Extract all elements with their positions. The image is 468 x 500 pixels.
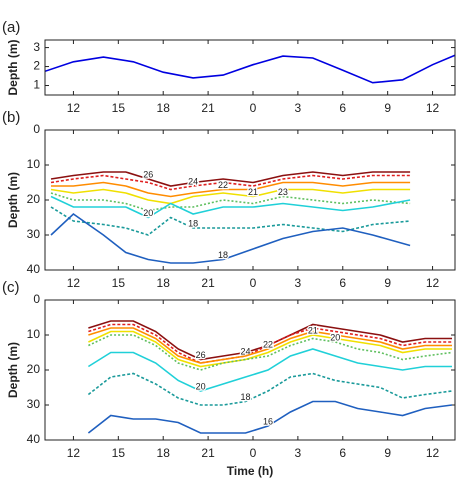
- x-tick-label: 0: [250, 446, 257, 460]
- y-tick-label: 30: [27, 227, 41, 241]
- plot-frame: [44, 39, 456, 96]
- contour-line: [87, 348, 452, 392]
- plot-frame: [44, 129, 456, 271]
- contour-label: 20: [330, 332, 340, 342]
- contour-line: [50, 206, 411, 236]
- y-tick-label: 0: [33, 292, 40, 306]
- x-tick-label: 12: [67, 101, 81, 115]
- contour-label: 21: [308, 325, 318, 335]
- contour-line: [88, 334, 453, 371]
- x-tick-label: 15: [112, 101, 126, 115]
- x-tick-label: 6: [339, 101, 346, 115]
- y-tick-label: 3: [33, 40, 40, 54]
- x-tick-label: 21: [201, 446, 215, 460]
- contour-line: [50, 188, 411, 205]
- x-tick-label: 21: [201, 276, 215, 290]
- plot-frame: [44, 299, 456, 441]
- contour-label: 26: [196, 350, 206, 360]
- y-tick-label: 20: [27, 362, 41, 376]
- x-tick-label: 12: [67, 276, 81, 290]
- contour-line: [50, 192, 411, 212]
- panel-label: (b): [2, 109, 20, 126]
- contour-line: [51, 181, 411, 198]
- x-tick-label: 15: [112, 276, 126, 290]
- contour-line: [45, 54, 455, 84]
- contour-line: [88, 327, 452, 364]
- contour-line: [88, 323, 452, 364]
- x-tick-label: 12: [426, 101, 440, 115]
- contour-label: 26: [143, 169, 153, 179]
- x-tick-label: 3: [295, 276, 302, 290]
- x-tick-label: 18: [157, 446, 171, 460]
- x-tick-label: 0: [250, 276, 257, 290]
- y-tick-label: 40: [27, 432, 41, 446]
- x-tick-label: 3: [295, 446, 302, 460]
- contour-line: [50, 174, 411, 191]
- y-axis-title: Depth (m): [6, 342, 20, 398]
- contour-line: [50, 171, 411, 187]
- x-tick-label: 0: [250, 101, 257, 115]
- contour-line: [88, 320, 452, 361]
- contour-label: 18: [241, 392, 251, 402]
- x-tick-label: 15: [112, 446, 126, 460]
- x-tick-label: 12: [67, 446, 81, 460]
- contour-label: 22: [263, 339, 273, 349]
- y-tick-label: 20: [27, 192, 41, 206]
- y-tick-label: 40: [27, 262, 41, 276]
- x-tick-label: 12: [426, 276, 440, 290]
- x-axis-title: Time (h): [227, 464, 273, 478]
- x-tick-label: 18: [157, 101, 171, 115]
- y-tick-label: 10: [27, 157, 41, 171]
- x-tick-label: 9: [384, 276, 391, 290]
- x-tick-label: 12: [426, 446, 440, 460]
- x-tick-label: 6: [339, 276, 346, 290]
- contour-label: 20: [196, 381, 206, 391]
- x-tick-label: 3: [295, 101, 302, 115]
- contour-label: 21: [248, 187, 258, 197]
- y-tick-label: 1: [33, 78, 40, 92]
- plot-area: [45, 54, 455, 84]
- contour-line: [50, 212, 411, 264]
- contour-label: 16: [263, 416, 273, 426]
- x-tick-label: 9: [384, 446, 391, 460]
- contour-label: 23: [278, 187, 288, 197]
- contour-line: [88, 330, 452, 368]
- contour-label: 24: [188, 176, 198, 186]
- contour-label: 22: [218, 180, 228, 190]
- x-tick-label: 6: [339, 446, 346, 460]
- plot-area: 26 24 22 21 23 20 18 18: [50, 168, 411, 264]
- x-tick-label: 9: [384, 101, 391, 115]
- panel-label: (c): [2, 279, 20, 296]
- y-tick-label: 10: [27, 327, 41, 341]
- x-tick-label: 18: [157, 276, 171, 290]
- contour-label: 18: [218, 250, 228, 260]
- x-tick-label: 21: [201, 101, 215, 115]
- y-tick-label: 2: [33, 59, 40, 73]
- contour-label: 20: [143, 208, 153, 218]
- y-tick-label: 30: [27, 397, 41, 411]
- contour-line: [87, 400, 453, 434]
- contour-line: [87, 372, 453, 406]
- panel-label: (a): [2, 19, 20, 36]
- contour-label: 18: [188, 218, 198, 228]
- y-axis-title: Depth (m): [6, 40, 20, 96]
- y-tick-label: 0: [33, 122, 40, 136]
- contour-line: [50, 195, 411, 219]
- y-axis-title: Depth (m): [6, 172, 20, 228]
